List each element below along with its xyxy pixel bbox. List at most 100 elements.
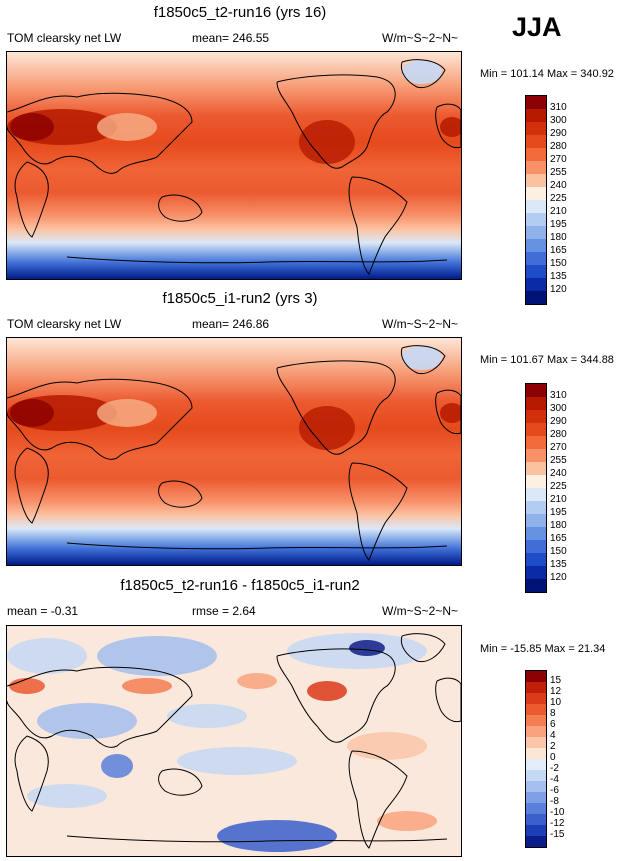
panel1-minmax: Min = 101.14 Max = 340.92 bbox=[480, 68, 614, 80]
panel2-minmax: Min = 101.67 Max = 344.88 bbox=[480, 354, 614, 366]
colorbar-swatch bbox=[526, 527, 546, 540]
colorbar-swatch bbox=[526, 488, 546, 501]
panel1-colorbar-labels: 310 300 290 280 270 255 240 225 210 195 180 165 150 1… bbox=[550, 95, 590, 305]
colorbar-swatch bbox=[526, 566, 546, 579]
panel2-units: W/m~S~2~N~ bbox=[382, 317, 459, 331]
colorbar-tick-label: -4 bbox=[550, 774, 559, 785]
colorbar-tick-label: 120 bbox=[550, 284, 567, 295]
panel3-rmse: rmse = 2.64 bbox=[192, 604, 256, 618]
colorbar-tick-label: 195 bbox=[550, 507, 567, 518]
colorbar-swatch bbox=[526, 792, 546, 803]
colorbar-swatch bbox=[526, 737, 546, 748]
colorbar-swatch bbox=[526, 96, 546, 109]
colorbar-swatch bbox=[526, 770, 546, 781]
panel1-mean: mean= 246.55 bbox=[192, 31, 270, 45]
colorbar-swatch bbox=[526, 109, 546, 122]
colorbar-tick-label: 4 bbox=[550, 730, 556, 741]
colorbar-swatch bbox=[526, 397, 546, 410]
colorbar-tick-label: 150 bbox=[550, 546, 567, 557]
colorbar-swatch bbox=[526, 252, 546, 265]
colorbar-tick-label: 165 bbox=[550, 533, 567, 544]
colorbar-tick-label: -12 bbox=[550, 818, 565, 829]
panel1-map bbox=[6, 51, 462, 280]
colorbar-tick-label: 255 bbox=[550, 167, 567, 178]
panel1-title: f1850c5_t2-run16 (yrs 16) bbox=[153, 4, 327, 21]
colorbar-tick-label: 280 bbox=[550, 429, 567, 440]
colorbar-swatch bbox=[526, 410, 546, 423]
colorbar-tick-label: 290 bbox=[550, 416, 567, 427]
colorbar-swatch bbox=[526, 384, 546, 397]
colorbar-swatch bbox=[526, 436, 546, 449]
colorbar-tick-label: -10 bbox=[550, 807, 565, 818]
colorbar-tick-label: 195 bbox=[550, 219, 567, 230]
colorbar-swatch bbox=[526, 715, 546, 726]
panel2-colorbar-labels: 310 300 290 280 270 255 240 225 210 195 180 165 150 1… bbox=[550, 383, 590, 593]
colorbar-swatch bbox=[526, 514, 546, 527]
colorbar-swatch bbox=[526, 148, 546, 161]
colorbar-tick-label: 180 bbox=[550, 232, 567, 243]
colorbar-tick-label: 255 bbox=[550, 455, 567, 466]
panel2-colorbar bbox=[525, 383, 547, 593]
colorbar-swatch bbox=[526, 704, 546, 715]
colorbar-swatch bbox=[526, 781, 546, 792]
colorbar-tick-label: 240 bbox=[550, 468, 567, 479]
colorbar-tick-label: 120 bbox=[550, 572, 567, 583]
colorbar-tick-label: 225 bbox=[550, 481, 567, 492]
colorbar-swatch bbox=[526, 825, 546, 836]
colorbar-tick-label: 12 bbox=[550, 686, 562, 697]
colorbar-swatch bbox=[526, 759, 546, 770]
panel1-units: W/m~S~2~N~ bbox=[382, 31, 459, 45]
colorbar-swatch bbox=[526, 671, 546, 682]
colorbar-swatch bbox=[526, 174, 546, 187]
colorbar-swatch bbox=[526, 553, 546, 566]
panel3-colorbar-labels: 15 12 10 8 6 4 2 0 -2 -4 -6 -8 -10 -12 -15 bbox=[550, 670, 590, 850]
colorbar-tick-label: 165 bbox=[550, 245, 567, 256]
colorbar-tick-label: -8 bbox=[550, 796, 559, 807]
colorbar-swatch bbox=[526, 836, 546, 847]
colorbar-tick-label: 270 bbox=[550, 154, 567, 165]
season-label: JJA bbox=[512, 12, 562, 42]
colorbar-swatch bbox=[526, 540, 546, 553]
colorbar-tick-label: -15 bbox=[550, 829, 565, 840]
colorbar-tick-label: 225 bbox=[550, 193, 567, 204]
colorbar-swatch bbox=[526, 449, 546, 462]
panel3-minmax: Min = -15.85 Max = 21.34 bbox=[480, 643, 606, 655]
colorbar-tick-label: 135 bbox=[550, 271, 567, 282]
colorbar-tick-label: 210 bbox=[550, 206, 567, 217]
colorbar-tick-label: 240 bbox=[550, 180, 567, 191]
panel1-variable-label: TOM clearsky net LW bbox=[7, 31, 122, 45]
colorbar-swatch bbox=[526, 187, 546, 200]
colorbar-tick-label: 210 bbox=[550, 494, 567, 505]
colorbar-tick-label: 290 bbox=[550, 128, 567, 139]
colorbar-swatch bbox=[526, 814, 546, 825]
coastlines bbox=[7, 59, 461, 275]
hot-region-namerica bbox=[299, 120, 355, 164]
coastlines bbox=[7, 345, 461, 561]
colorbar-swatch bbox=[526, 161, 546, 174]
colorbar-swatch bbox=[526, 682, 546, 693]
colorbar-tick-label: 280 bbox=[550, 141, 567, 152]
panel3-colorbar bbox=[525, 670, 547, 848]
colorbar-swatch bbox=[526, 462, 546, 475]
colorbar-swatch bbox=[526, 579, 546, 592]
colorbar-tick-label: 135 bbox=[550, 559, 567, 570]
colorbar-swatch bbox=[526, 200, 546, 213]
panel2-variable-label: TOM clearsky net LW bbox=[7, 317, 122, 331]
colorbar-swatch bbox=[526, 265, 546, 278]
colorbar-swatch bbox=[526, 122, 546, 135]
colorbar-tick-label: -6 bbox=[550, 785, 559, 796]
colorbar-tick-label: 6 bbox=[550, 719, 556, 730]
colorbar-swatch bbox=[526, 693, 546, 704]
colorbar-tick-label: 180 bbox=[550, 520, 567, 531]
tibet-cool-region bbox=[97, 113, 157, 141]
colorbar-swatch bbox=[526, 423, 546, 436]
colorbar-tick-label: 150 bbox=[550, 258, 567, 269]
colorbar-tick-label: 270 bbox=[550, 442, 567, 453]
colorbar-swatch bbox=[526, 748, 546, 759]
colorbar-swatch bbox=[526, 726, 546, 737]
panel2-map bbox=[6, 337, 462, 566]
colorbar-tick-label: 0 bbox=[550, 752, 556, 763]
colorbar-tick-label: 2 bbox=[550, 741, 556, 752]
colorbar-swatch bbox=[526, 226, 546, 239]
colorbar-tick-label: -2 bbox=[550, 763, 559, 774]
